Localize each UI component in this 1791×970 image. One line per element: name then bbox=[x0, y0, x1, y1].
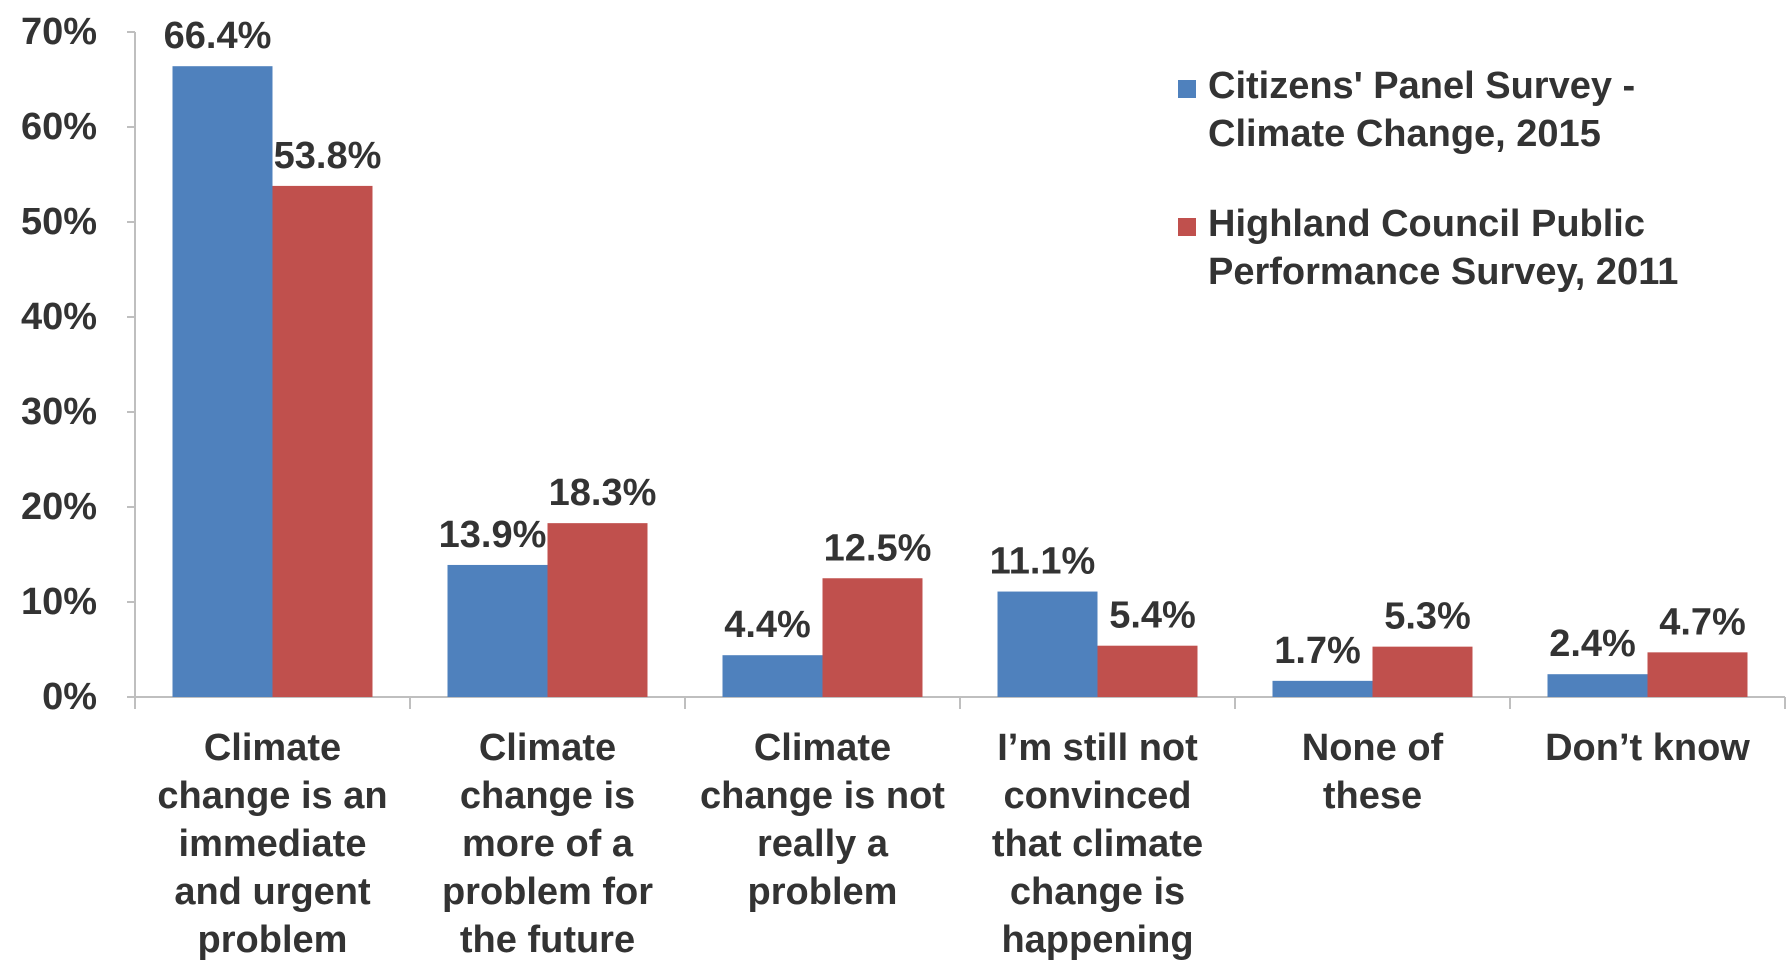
bar-citizens-panel-2015 bbox=[172, 66, 273, 697]
x-tick-label: Climate change is not really a problem bbox=[700, 727, 945, 913]
data-label: 5.3% bbox=[1384, 596, 1471, 638]
data-label: 12.5% bbox=[824, 527, 932, 569]
legend-label: Citizens' Panel Survey -Climate Change, … bbox=[1208, 65, 1635, 155]
bars bbox=[172, 66, 1748, 697]
bar-highland-council-2011 bbox=[1372, 646, 1473, 697]
data-label: 1.7% bbox=[1274, 630, 1361, 672]
y-tick-label: 40% bbox=[21, 296, 97, 338]
bar-highland-council-2011 bbox=[1097, 645, 1198, 697]
bar-highland-council-2011 bbox=[822, 578, 923, 697]
data-label: 13.9% bbox=[439, 514, 547, 556]
y-tick-label: 0% bbox=[42, 676, 97, 718]
x-tick-label: I’m still not convinced that climate change… bbox=[992, 727, 1203, 961]
legend-swatch bbox=[1178, 218, 1196, 236]
data-label: 53.8% bbox=[274, 135, 382, 177]
data-label: 5.4% bbox=[1109, 595, 1196, 637]
x-tick-label: Climate change is more of a problem for the … bbox=[442, 727, 653, 961]
data-label: 18.3% bbox=[549, 472, 657, 514]
legend-label: Highland Council Public Performance Surve… bbox=[1208, 203, 1678, 293]
data-label: 4.7% bbox=[1659, 601, 1746, 643]
y-tick-label: 60% bbox=[21, 106, 97, 148]
bar-citizens-panel-2015 bbox=[447, 564, 548, 697]
bar-citizens-panel-2015 bbox=[1547, 674, 1648, 697]
y-tick-label: 70% bbox=[21, 11, 97, 53]
bar-citizens-panel-2015 bbox=[722, 655, 823, 697]
y-tick-label: 50% bbox=[21, 201, 97, 243]
legend-swatch bbox=[1178, 80, 1196, 98]
data-label: 4.4% bbox=[724, 604, 811, 646]
bar-highland-council-2011 bbox=[1647, 652, 1748, 697]
y-tick-label: 20% bbox=[21, 486, 97, 528]
data-label: 66.4% bbox=[164, 15, 272, 57]
x-tick-label: None of these bbox=[1302, 727, 1444, 817]
axes: 0% 10% 20% 30% 40% 50% 60% 70% Climate change is … bbox=[21, 11, 1786, 961]
bar-citizens-panel-2015 bbox=[1272, 680, 1373, 697]
data-label: 11.1% bbox=[990, 541, 1096, 583]
bar-citizens-panel-2015 bbox=[997, 591, 1098, 697]
y-tick-label: 10% bbox=[21, 581, 97, 623]
bar-highland-council-2011 bbox=[272, 185, 373, 697]
y-tick-label: 30% bbox=[21, 391, 97, 433]
x-tick-label: Climate change is an immediate and urgent pr… bbox=[157, 727, 387, 961]
data-labels: 66.4% 13.9% 4.4% 11.1% 1.7% 2.4% 53.8% 18.3% 12.… bbox=[164, 15, 1746, 672]
bar-highland-council-2011 bbox=[547, 523, 648, 697]
data-label: 2.4% bbox=[1549, 623, 1636, 665]
x-tick-label: Don’t know bbox=[1545, 727, 1750, 769]
legend: Citizens' Panel Survey -Climate Change, … bbox=[1178, 65, 1678, 293]
